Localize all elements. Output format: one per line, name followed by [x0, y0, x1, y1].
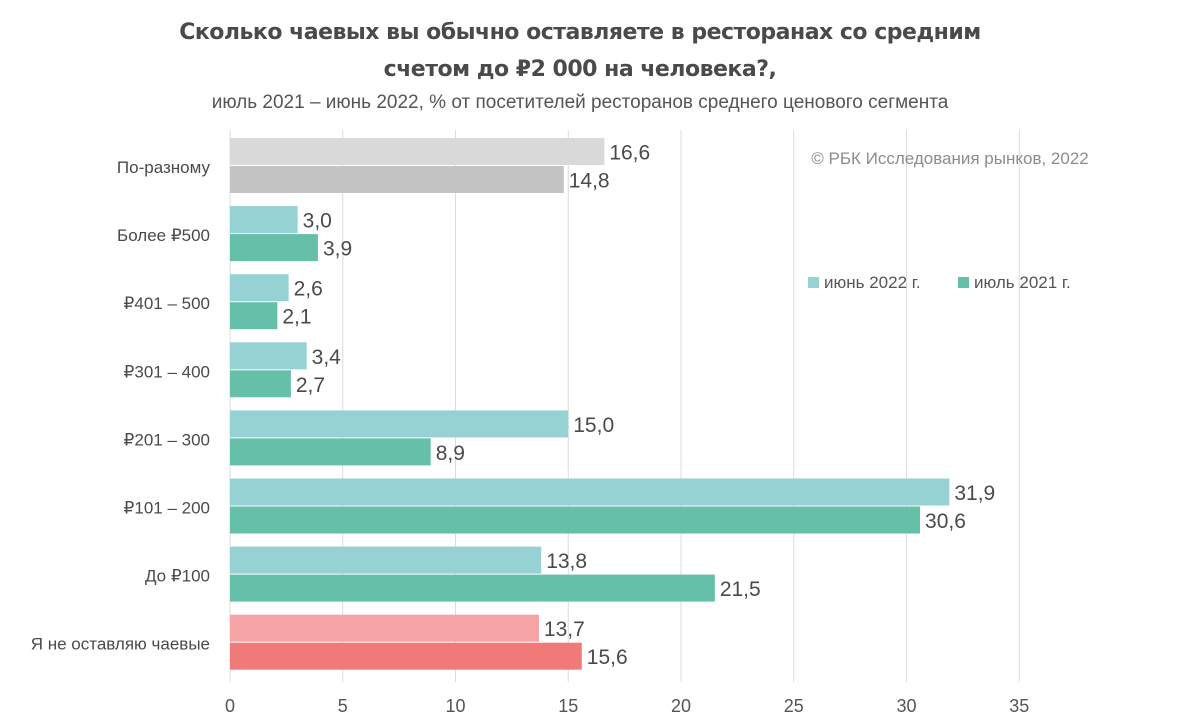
x-tick-label: 15: [558, 696, 578, 716]
value-label: 3,9: [323, 238, 352, 261]
legend-label: июль 2021 г.: [974, 273, 1071, 292]
bar: [230, 506, 921, 534]
bar: [230, 166, 564, 193]
value-label: 2,6: [294, 278, 323, 301]
x-tick-label: 35: [1009, 696, 1029, 716]
bar: [230, 642, 582, 670]
category-label: ₽101 – 200: [124, 499, 210, 518]
bar: [230, 574, 715, 602]
bar: [230, 614, 539, 642]
value-label: 21,5: [720, 578, 761, 601]
x-tick-label: 0: [225, 696, 235, 716]
category-label: Я не оставляю чаевые: [31, 635, 210, 654]
x-axis-ticks: 0 5 10 15 20 25 30 35: [225, 696, 1029, 716]
bar: [230, 438, 431, 466]
bar: [230, 138, 605, 165]
x-tick-label: 20: [671, 696, 691, 716]
category-label: ₽301 – 400: [124, 362, 210, 381]
legend-swatch: [958, 277, 969, 288]
bar: [230, 410, 569, 438]
value-label: 3,4: [312, 346, 342, 369]
chart-title-line-2: счетом до ₽2 000 на человека?,: [383, 57, 777, 82]
bars: [230, 138, 950, 670]
bar: [230, 274, 289, 302]
category-label: По-разному: [117, 158, 211, 177]
bar: [230, 234, 318, 262]
value-label: 15,0: [573, 414, 614, 437]
value-label: 30,6: [925, 510, 966, 533]
bar: [230, 342, 307, 370]
bar: [230, 302, 278, 330]
chart-subtitle: июль 2021 – июнь 2022, % от посетителей …: [211, 92, 949, 113]
x-tick-label: 30: [896, 696, 916, 716]
category-label: ₽201 – 300: [124, 430, 210, 449]
legend: июнь 2022 г. июль 2021 г.: [808, 273, 1071, 292]
category-label: До ₽100: [145, 567, 210, 586]
legend-swatch: [808, 277, 819, 288]
chart-title-line-1: Сколько чаевых вы обычно оставляете в ре…: [179, 20, 981, 45]
category-labels: По-разному Более ₽500 ₽401 – 500 ₽301 – 400…: [31, 158, 211, 654]
value-label: 3,0: [303, 210, 332, 233]
legend-label: июнь 2022 г.: [824, 273, 921, 292]
copyright-note: © РБК Исследования рынков, 2022: [811, 149, 1089, 168]
value-label: 14,8: [569, 170, 610, 193]
value-labels: 16,6 14,8 3,0 3,92,6 2,13,4 2,7 15,0 8,9 31,9 30,…: [282, 142, 995, 670]
bar: [230, 478, 950, 506]
x-tick-label: 5: [338, 696, 348, 716]
x-tick-label: 10: [445, 696, 465, 716]
value-label: 2,7: [296, 374, 325, 397]
bar: [230, 206, 298, 234]
value-label: 31,9: [954, 482, 995, 505]
value-label: 13,8: [546, 550, 587, 573]
value-label: 8,9: [436, 442, 465, 465]
category-label: ₽401 – 500: [124, 294, 210, 313]
x-tick-label: 25: [784, 696, 804, 716]
value-label: 16,6: [609, 142, 650, 165]
value-label: 2,1: [282, 306, 311, 329]
value-label: 13,7: [544, 618, 585, 641]
category-label: Более ₽500: [117, 226, 210, 245]
bar: [230, 370, 291, 398]
bar: [230, 546, 542, 574]
value-label: 15,6: [587, 646, 628, 669]
